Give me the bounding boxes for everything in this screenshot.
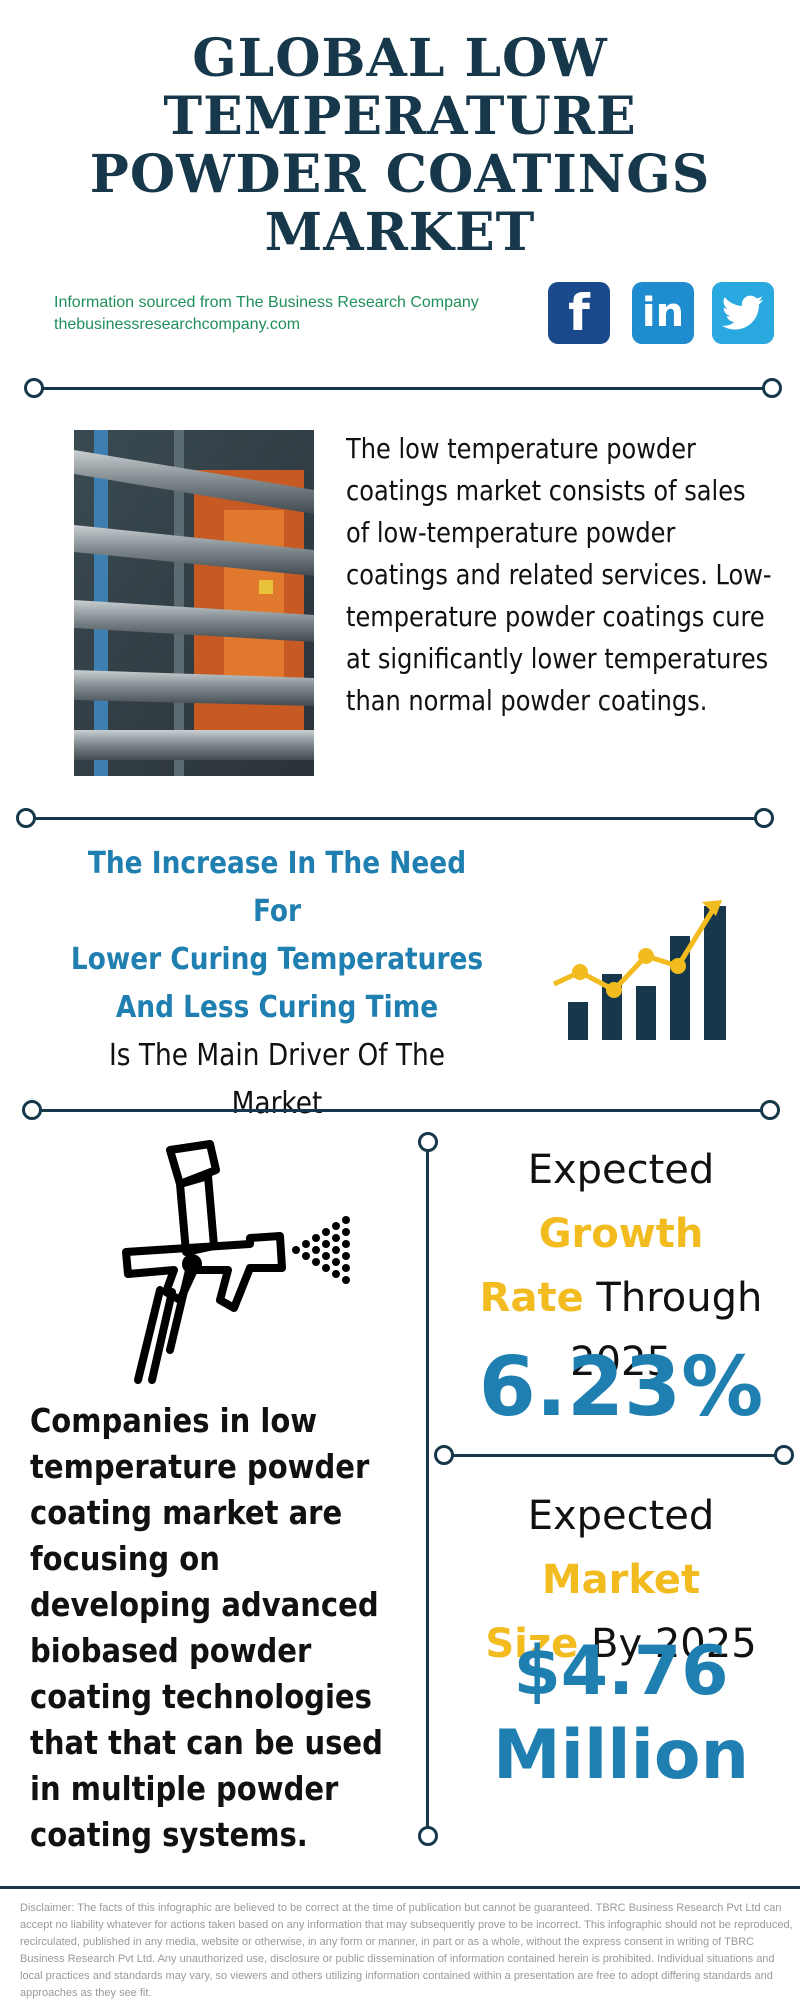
growth-label-accent-1: Growth [538,1211,704,1257]
driver-highlight-2: Lower Curing Temperatures [70,942,484,977]
divider-4-left-node [434,1445,454,1465]
divider-3-right-node [760,1100,780,1120]
divider-2-left-node [16,808,36,828]
market-size-label: Expected Market Size By 2025 [446,1484,796,1676]
growth-label-pre: Expected [527,1147,715,1193]
growth-label-accent-2: Rate [479,1275,584,1321]
market-label-accent-2: Size [485,1621,579,1667]
driver-normal-2: Market [231,1086,323,1121]
driver-highlight-3: And Less Curing Time [115,990,439,1025]
spray-gun-icon [110,1140,360,1390]
divider-4-right-node [774,1445,794,1465]
twitter-bird-icon [722,295,764,330]
intro-text: The low temperature powder coatings mark… [346,432,772,717]
market-driver: The Increase In The Need For Lower Curin… [40,840,514,1128]
divider-1 [34,387,772,390]
market-label-pre: Expected [527,1493,715,1539]
facebook-glyph: f [568,284,590,342]
growth-rate-label: Expected Growth Rate Through 2025 [446,1138,796,1394]
source-text: Information sourced from The Business Re… [54,294,479,311]
vertical-divider-top-node [418,1132,438,1152]
title-line-3: POWDER COATINGS [89,144,711,205]
divider-3-left-node [22,1100,42,1120]
vertical-divider-bottom-node [418,1826,438,1846]
title-line-2: TEMPERATURE [163,86,637,147]
footer-divider [0,1886,800,1889]
disclaimer-text: Disclaimer: The facts of this infographi… [20,1902,793,1999]
factory-photo [74,430,314,776]
facebook-icon[interactable]: f [548,282,610,344]
growth-label-year: 2025 [570,1339,672,1385]
linkedin-glyph: in [641,290,685,336]
title-line-4: MARKET [264,202,536,263]
market-size-value: $4.76 Million [446,1630,796,1798]
divider-1-right-node [762,378,782,398]
divider-2 [26,817,764,820]
vertical-divider [426,1150,429,1830]
growth-rate-value: 6.23% [478,1340,764,1435]
page-title: GLOBAL LOW TEMPERATURE POWDER COATINGS M… [40,30,760,262]
divider-1-left-node [24,378,44,398]
divider-2-right-node [754,808,774,828]
trend-text: Companies in low temperature powder coat… [30,1401,383,1854]
growth-chart-icon [552,892,762,1042]
title-line-1: GLOBAL LOW [192,28,608,89]
source-link[interactable]: thebusinessresearchcompany.com [54,316,301,333]
driver-normal-1: Is The Main Driver Of The [108,1038,446,1073]
linkedin-icon[interactable]: in [632,282,694,344]
divider-4 [448,1454,778,1457]
driver-highlight-1: The Increase In The Need For [87,846,467,929]
market-label-accent-1: Market [541,1557,701,1603]
market-label-post: By 2025 [578,1621,757,1667]
growth-label-post: Through [583,1275,763,1321]
market-size-value-line-1: $4.76 [513,1632,729,1711]
source-info: Information sourced from The Business Re… [54,292,479,336]
market-size-value-line-2: Million [492,1716,750,1795]
divider-3 [32,1109,770,1112]
twitter-icon[interactable] [712,282,774,344]
